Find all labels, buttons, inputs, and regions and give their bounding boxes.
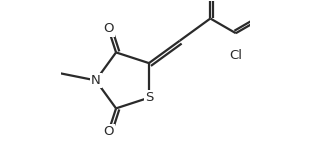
Text: O: O	[103, 125, 114, 138]
Text: Cl: Cl	[229, 49, 242, 62]
Text: S: S	[145, 91, 153, 104]
Text: N: N	[91, 74, 100, 87]
Text: O: O	[103, 22, 114, 35]
